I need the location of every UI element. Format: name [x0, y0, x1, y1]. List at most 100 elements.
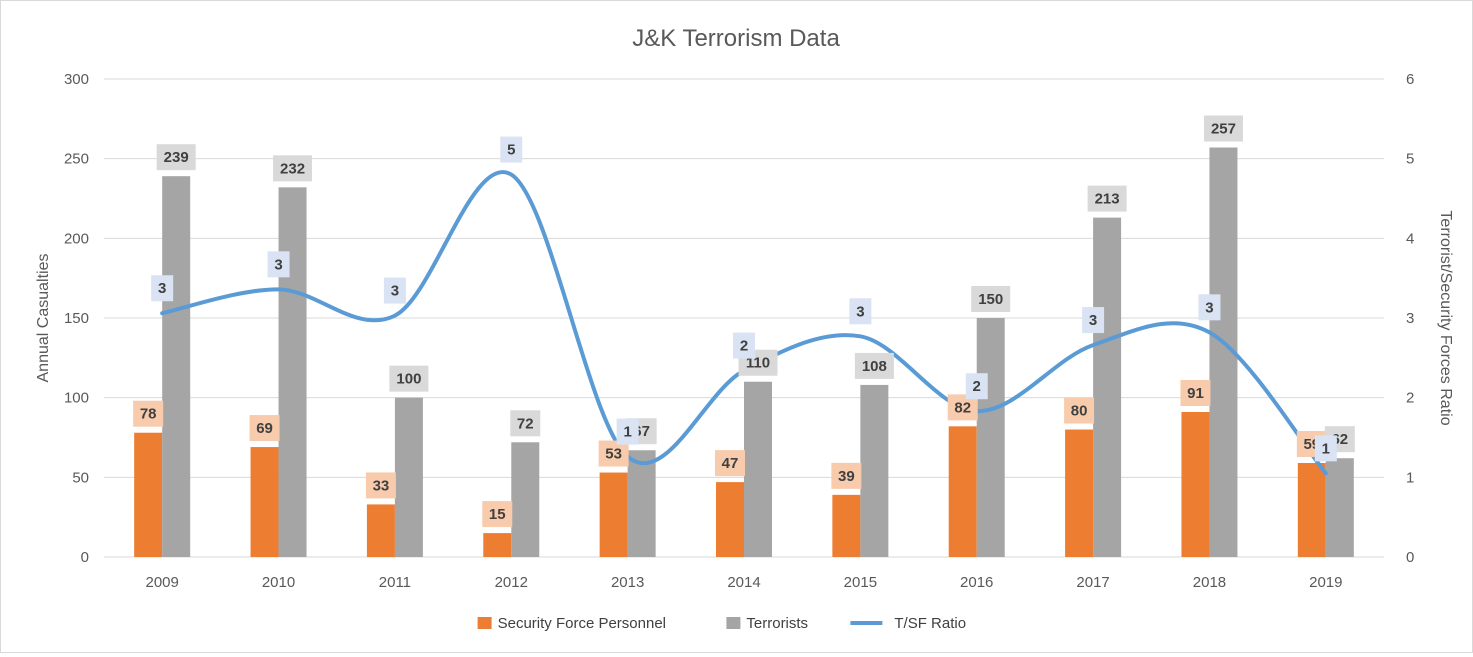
bar-data-label: 53: [598, 440, 629, 467]
line-data-label-bg: [1314, 435, 1337, 462]
bar-data-label: 232: [273, 155, 313, 182]
bar-data-label-text: 239: [164, 149, 189, 166]
bar-security-force: [832, 494, 861, 557]
bar-data-label-text: 110: [746, 355, 770, 372]
line-data-label-bg: [383, 277, 406, 304]
y2-tick-label: 1: [1406, 469, 1414, 486]
y-tick-label: 100: [64, 390, 89, 407]
legend-label: Security Force Personnel: [498, 615, 666, 632]
line-data-label: 3: [1082, 307, 1105, 334]
bar-terrorists: [278, 187, 307, 557]
legend-swatch: [726, 617, 741, 629]
line-data-label-bg: [151, 275, 174, 302]
line-data-label: 3: [151, 275, 174, 302]
bar-data-label-text: 80: [1071, 403, 1088, 420]
bar-data-label-text: 78: [140, 406, 157, 423]
line-series: [160, 170, 1328, 476]
bar-data-label-bg: [854, 352, 894, 379]
line-data-label: 2: [733, 332, 755, 359]
legend-label: Terrorists: [746, 615, 808, 632]
line-data-label-text: 3: [391, 283, 399, 300]
bar-security-force: [134, 432, 163, 557]
legend-item: Terrorists: [726, 615, 808, 632]
line-data-label-bg: [849, 298, 872, 325]
y-tick-label: 150: [64, 310, 89, 327]
bar-security-force: [250, 447, 279, 557]
bar-terrorists: [744, 381, 772, 557]
y2-tick-label: 0: [1406, 549, 1414, 566]
bar-security-force: [1297, 462, 1326, 557]
line-data-label-bg: [965, 373, 988, 400]
bar-data-label: 47: [715, 450, 745, 477]
line-data-label: 5: [500, 136, 523, 163]
y-tick-label: 0: [81, 549, 89, 566]
y2-tick-label: 4: [1406, 230, 1414, 247]
line-data-label-text: 5: [507, 142, 515, 159]
legend-item: Security Force Personnel: [477, 615, 666, 632]
x-tick-label: 2012: [495, 574, 528, 591]
y2-tick-label: 5: [1406, 151, 1414, 168]
bar-terrorists: [976, 318, 1005, 557]
line-data-label-text: 1: [623, 424, 631, 441]
bar-terrorists: [860, 384, 889, 557]
line-data-label: 1: [616, 418, 639, 445]
x-tick-label: 2011: [379, 574, 411, 591]
line-data-label-bg: [1198, 294, 1221, 321]
bar-data-label-bg: [156, 144, 196, 171]
y-tick-label: 200: [64, 230, 89, 247]
line-data-label-bg: [500, 136, 523, 163]
y2-tick-label: 6: [1406, 71, 1414, 88]
bar-terrorists: [1325, 458, 1354, 557]
bar-data-label-bg: [1203, 115, 1243, 142]
bar-data-label: 78: [133, 400, 164, 427]
line-data-label-text: 3: [856, 303, 864, 320]
bar-data-label-bg: [273, 155, 313, 182]
y-tick-label: 300: [64, 71, 89, 88]
line-data-label-text: 3: [158, 280, 166, 297]
bar-data-label-text: 69: [256, 420, 273, 437]
bar-data-label-bg: [831, 462, 862, 489]
chart-title: J&K Terrorism Data: [632, 25, 840, 52]
x-tick-label: 2016: [960, 574, 993, 591]
bar-data-label: 80: [1064, 397, 1095, 424]
line-data-label-bg: [616, 418, 639, 445]
bar-terrorists: [627, 450, 656, 557]
bar-data-label-text: 53: [605, 446, 622, 463]
line-data-label: 3: [267, 251, 290, 278]
y2-axis-title: Terrorist/Security Forces Ratio: [1437, 210, 1454, 425]
bar-data-label-text: 33: [373, 477, 390, 494]
line-data-label-text: 2: [740, 338, 748, 355]
bar-terrorists: [511, 442, 540, 557]
legend: Security Force Personnel Terrorists T/SF R…: [477, 615, 966, 632]
bar-data-label-text: 82: [954, 399, 971, 416]
y2-axis-ticks: 0 1 2 3 4 5 6: [1406, 71, 1414, 566]
bar-data-label: 15: [482, 501, 513, 528]
x-tick-label: 2018: [1193, 574, 1226, 591]
ratio-line: [160, 170, 1328, 476]
bar-data-label-bg: [365, 472, 396, 499]
line-data-label-text: 2: [973, 378, 981, 395]
bar-data-label: 239: [156, 144, 196, 171]
bar-security-force: [1065, 429, 1094, 557]
x-tick-label: 2015: [844, 574, 877, 591]
line-data-label-text: 3: [1205, 299, 1213, 316]
bar-data-label: 39: [831, 462, 862, 489]
bar-data-label-bg: [510, 410, 541, 437]
bar-data-label: 69: [249, 415, 280, 442]
bar-data-label-text: 47: [722, 455, 739, 472]
bar-data-label-text: 257: [1211, 121, 1236, 138]
line-data-label-bg: [733, 332, 755, 359]
bar-data-label: 150: [971, 286, 1011, 312]
bar-security-force: [948, 426, 977, 557]
bar-data-label-text: 232: [280, 160, 305, 177]
bar-security-force: [483, 533, 512, 557]
x-tick-label: 2013: [611, 574, 644, 591]
bar-data-label-text: 150: [978, 291, 1003, 308]
bar-data-label-text: 39: [838, 468, 855, 485]
y-axis-title: Annual Casualties: [35, 254, 52, 383]
bar-data-label-text: 91: [1187, 385, 1204, 402]
bar-data-label: 72: [510, 410, 541, 437]
